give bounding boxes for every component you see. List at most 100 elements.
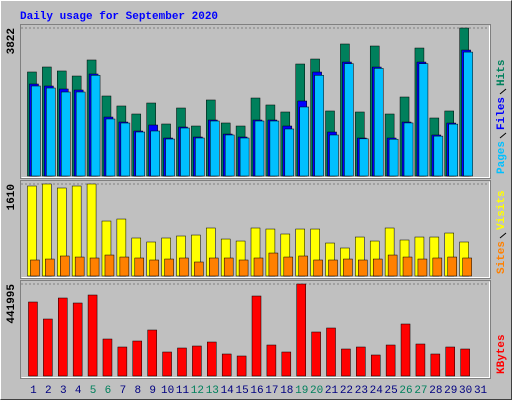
bar [269, 120, 280, 177]
bar [58, 297, 68, 377]
bar [72, 302, 83, 377]
x-tick-label: 11 [176, 385, 190, 397]
bar [46, 87, 56, 177]
bar [192, 345, 202, 377]
x-tick-label: 4 [75, 385, 82, 397]
bar [90, 75, 101, 177]
legend-entry: Files [496, 97, 508, 130]
bar [281, 351, 292, 377]
bar [432, 257, 443, 277]
x-tick-label: 3 [60, 385, 67, 397]
bar [43, 318, 53, 377]
legend-entry: Sites [496, 241, 508, 274]
legend-entry: Pages [496, 141, 508, 174]
x-tick-label: 30 [459, 385, 472, 397]
y-tick-label: 3822 [6, 28, 18, 54]
bar [403, 122, 414, 177]
bar [238, 259, 249, 277]
bar [326, 327, 336, 377]
bar [135, 131, 146, 177]
legend-separator [499, 232, 507, 239]
chart-title: Daily usage for September 2020 [20, 11, 218, 23]
x-tick-label: 13 [206, 385, 219, 397]
bar [314, 75, 324, 177]
bar [45, 258, 55, 277]
bar [388, 138, 399, 177]
bar [194, 261, 204, 277]
bar [298, 255, 308, 277]
bar [433, 135, 444, 177]
x-tick-label: 15 [235, 385, 248, 397]
bar [102, 338, 113, 377]
bar [313, 259, 323, 277]
x-tick-label: 16 [250, 385, 263, 397]
bar [448, 123, 458, 177]
x-tick-label: 27 [414, 385, 427, 397]
bar [75, 91, 86, 177]
bar [463, 51, 473, 177]
bar [207, 341, 217, 377]
bar [60, 255, 70, 277]
x-tick-label: 18 [280, 385, 293, 397]
bar [134, 257, 145, 277]
x-tick-label: 2 [45, 385, 52, 397]
bar [87, 294, 98, 377]
bar [447, 256, 457, 277]
bar [430, 353, 441, 377]
bar [251, 295, 262, 377]
bar [462, 257, 472, 277]
x-tick-label: 25 [385, 385, 398, 397]
bar [299, 106, 309, 177]
x-tick-label: 29 [444, 385, 457, 397]
bar [30, 259, 40, 277]
bar [418, 63, 429, 177]
x-tick-label: 9 [149, 385, 156, 397]
bar [417, 258, 428, 277]
x-tick-label: 26 [399, 385, 412, 397]
x-tick-label: 20 [310, 385, 323, 397]
bar [89, 257, 100, 277]
bar [387, 254, 398, 277]
bar [445, 346, 455, 377]
x-tick-label: 8 [134, 385, 141, 397]
bar [311, 331, 321, 377]
x-tick-label: 1 [30, 385, 37, 397]
x-tick-label: 14 [221, 385, 235, 397]
bar [373, 68, 384, 177]
bar [162, 351, 172, 377]
bar [119, 256, 130, 277]
bar [284, 128, 295, 177]
bar [179, 257, 189, 277]
bar [61, 91, 71, 177]
legend-entry: Visits [496, 190, 508, 230]
panel-bevel [21, 181, 490, 278]
x-tick-label: 24 [370, 385, 384, 397]
x-tick-label: 10 [161, 385, 174, 397]
bar [341, 348, 351, 377]
x-tick-label: 31 [474, 385, 488, 397]
x-tick-label: 23 [355, 385, 368, 397]
bar [150, 130, 160, 177]
bar [31, 85, 41, 177]
legend-separator [499, 88, 507, 95]
legend-entry: Hits [496, 60, 508, 86]
x-tick-label: 6 [105, 385, 112, 397]
bar [165, 138, 175, 177]
x-tick-label: 22 [340, 385, 353, 397]
bar [344, 63, 354, 177]
bar [400, 323, 411, 377]
bar [105, 118, 116, 177]
bar [460, 348, 470, 377]
bar [296, 283, 306, 377]
bar [254, 120, 265, 177]
bar [147, 329, 157, 377]
bar [223, 257, 234, 277]
bar [356, 346, 366, 377]
bar [210, 120, 220, 177]
bar [328, 259, 338, 277]
bar [117, 346, 128, 377]
x-tick-label: 28 [429, 385, 442, 397]
bar [209, 257, 219, 277]
bar [415, 343, 426, 377]
